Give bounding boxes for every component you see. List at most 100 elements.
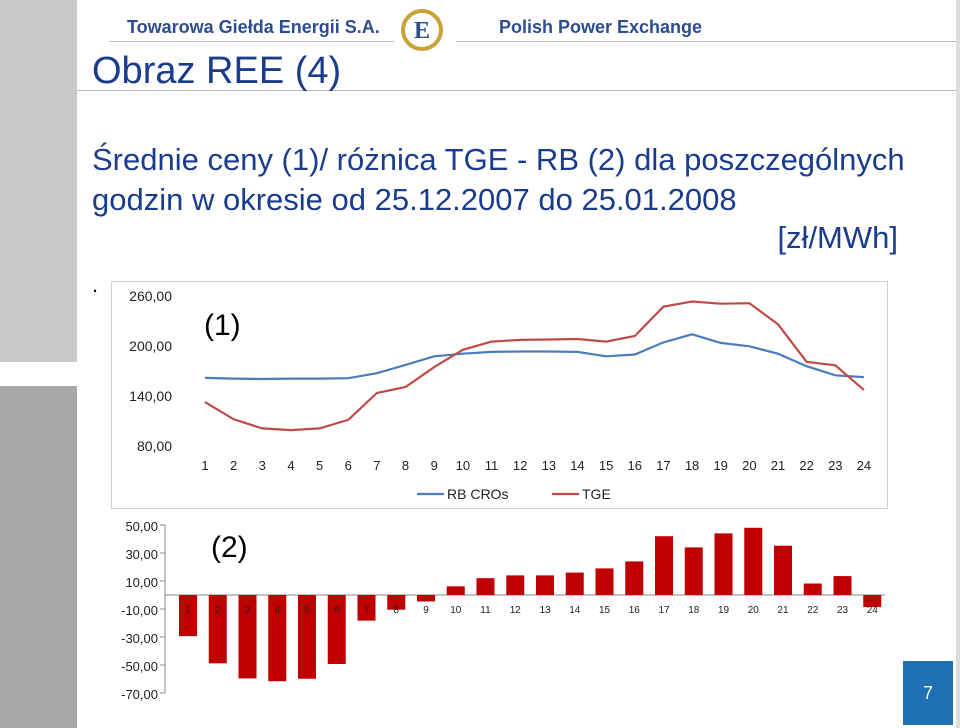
bar xyxy=(863,595,882,608)
x-tick-label: 22 xyxy=(799,458,813,473)
y-tick-label: 200,00 xyxy=(129,338,172,354)
x-tick-label: 12 xyxy=(510,605,522,616)
x-tick-label: 13 xyxy=(542,458,556,473)
x-tick-label: 14 xyxy=(570,458,584,473)
bar xyxy=(684,547,703,595)
bar-chart: 50,00 30,00 10,00 -10,00 -30,00 -50,00 -70,00 1… xyxy=(121,519,885,702)
x-tick-label: 20 xyxy=(748,605,760,616)
legend-label: TGE xyxy=(582,486,611,502)
x-tick-label: 2 xyxy=(215,605,221,616)
page-number: 7 xyxy=(903,661,953,725)
bar xyxy=(744,527,763,595)
bar xyxy=(208,595,227,664)
y-tick-label: -70,00 xyxy=(121,687,158,702)
x-tick-label: 6 xyxy=(345,458,352,473)
x-tick-label: 9 xyxy=(423,605,429,616)
x-tick-label: 23 xyxy=(837,605,849,616)
x-tick-label: 19 xyxy=(713,458,727,473)
header-rule-right xyxy=(456,41,956,42)
x-tick-label: 17 xyxy=(658,605,670,616)
x-tick-label: 23 xyxy=(828,458,842,473)
x-tick-label: 4 xyxy=(287,458,294,473)
sidebar-band-bottom xyxy=(0,386,77,728)
x-tick-label: 4 xyxy=(274,605,280,616)
y-tick-label: -30,00 xyxy=(121,631,158,646)
x-tick-label: 8 xyxy=(393,605,399,616)
x-tick-label: 15 xyxy=(599,605,611,616)
x-tick-label: 18 xyxy=(688,605,700,616)
bar xyxy=(268,595,287,682)
x-tick-label: 7 xyxy=(364,605,370,616)
line-chart-panel: 260,00 200,00 140,00 80,00 1 2 3 4 5 6 7 8 9 10 11 12 13… xyxy=(111,281,888,509)
x-tick-label: 17 xyxy=(656,458,670,473)
header-rule-left xyxy=(109,41,394,42)
x-tick-label: 3 xyxy=(259,458,266,473)
x-tick-label: 21 xyxy=(777,605,789,616)
x-tick-label: 13 xyxy=(539,605,551,616)
bar xyxy=(179,595,197,637)
bar xyxy=(595,568,614,595)
y-tick-label: 50,00 xyxy=(125,519,158,534)
x-tick-label: 1 xyxy=(185,605,191,616)
slide-title: Obraz REE (4) xyxy=(92,50,342,92)
bar xyxy=(357,595,376,621)
chart-annotation-2: (2) xyxy=(211,531,248,564)
chart-annotation-1: (1) xyxy=(204,309,241,342)
bar xyxy=(565,572,584,595)
x-tick-label: 3 xyxy=(245,605,251,616)
bar xyxy=(803,583,822,595)
bar xyxy=(387,595,406,610)
bar xyxy=(327,595,346,665)
x-tick-label: 14 xyxy=(569,605,581,616)
unit-label: [zł/MWh] xyxy=(777,220,898,255)
bar xyxy=(476,578,495,595)
header-company-name: Towarowa Giełda Energii S.A. xyxy=(127,17,380,37)
y-tick-label: 10,00 xyxy=(125,575,158,590)
x-tick-label: 7 xyxy=(373,458,380,473)
bar xyxy=(833,576,852,595)
x-tick-label: 21 xyxy=(771,458,785,473)
x-tick-label: 1 xyxy=(201,458,208,473)
series-line-tge xyxy=(204,300,865,432)
bullet-dot: . xyxy=(92,272,99,297)
bar xyxy=(714,533,733,595)
x-tick-label: 5 xyxy=(304,605,310,616)
slide-subtitle: Średnie ceny (1)/ różnica TGE - RB (2) d… xyxy=(92,142,905,217)
x-tick-label: 24 xyxy=(857,458,871,473)
x-tick-label: 6 xyxy=(334,605,340,616)
bar xyxy=(774,545,792,595)
x-tick-label: 24 xyxy=(867,605,879,616)
bar xyxy=(506,575,525,595)
x-tick-label: 9 xyxy=(431,458,438,473)
x-tick-label: 19 xyxy=(718,605,730,616)
x-tick-label: 11 xyxy=(485,458,499,473)
bar xyxy=(625,561,644,595)
series-line-rb-cros xyxy=(204,333,864,381)
x-tick-label: 18 xyxy=(685,458,699,473)
y-tick-label: 80,00 xyxy=(137,438,172,454)
logo-letter: E xyxy=(414,18,430,44)
x-tick-label: 10 xyxy=(450,605,462,616)
x-tick-label: 5 xyxy=(316,458,323,473)
x-tick-label: 20 xyxy=(742,458,756,473)
x-tick-label: 16 xyxy=(628,458,642,473)
x-tick-label: 22 xyxy=(807,605,819,616)
y-tick-label: -50,00 xyxy=(121,659,158,674)
bar xyxy=(298,595,316,679)
y-tick-label: 30,00 xyxy=(125,547,158,562)
right-edge-band xyxy=(956,0,960,728)
sidebar-band-top xyxy=(0,0,77,362)
y-tick-label: -10,00 xyxy=(121,603,158,618)
x-tick-label: 11 xyxy=(480,605,491,616)
header-company-name-en: Polish Power Exchange xyxy=(499,17,703,37)
title-rule xyxy=(77,90,957,91)
legend-label: RB CROs xyxy=(447,486,508,502)
x-tick-label: 10 xyxy=(456,458,470,473)
x-tick-label: 8 xyxy=(402,458,409,473)
x-tick-label: 16 xyxy=(629,605,641,616)
bar xyxy=(238,595,257,679)
x-tick-label: 15 xyxy=(599,458,613,473)
bar xyxy=(417,595,435,602)
x-tick-label: 2 xyxy=(230,458,237,473)
